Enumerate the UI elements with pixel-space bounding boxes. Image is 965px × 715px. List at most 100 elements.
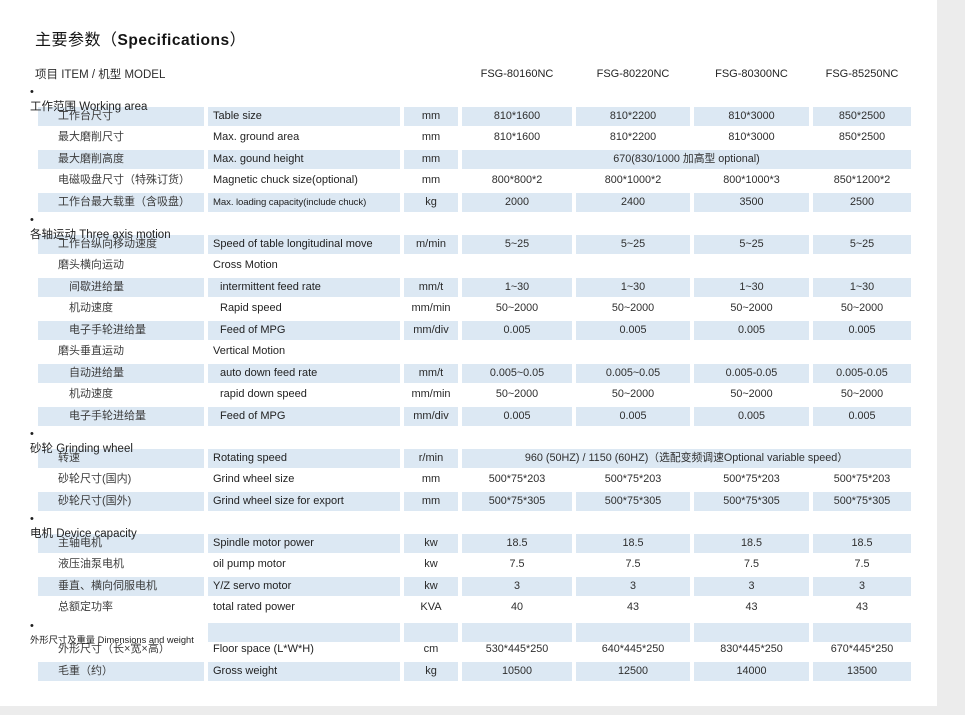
value-cell: 530*445*250 xyxy=(485,643,549,655)
en-label: Grind wheel size xyxy=(213,473,295,485)
zh-label: 工作台尺寸 xyxy=(38,106,204,126)
unit-cell: kw xyxy=(404,576,458,596)
value-cell: 0.005 xyxy=(813,320,911,340)
value-cell: 3500 xyxy=(694,192,809,212)
value-cell xyxy=(694,342,809,362)
spec-row: 机动速度 rapid down speed mm/min 50~2000 50~2000… xyxy=(38,385,918,405)
value-cell: 18.5 xyxy=(576,533,690,553)
value-cell: 500*75*305 xyxy=(462,491,572,511)
value-cell: 0.005-0.05 xyxy=(813,363,911,383)
value-cell: 3 xyxy=(576,576,690,596)
value-cell: 0.005 xyxy=(576,406,690,426)
value-cell: 800*1000*2 xyxy=(604,174,662,186)
section-title: • 各轴运动 Three axis motion xyxy=(30,214,903,242)
model-column-header: FSG-80160NC xyxy=(480,68,554,80)
value-cell: 7.5 xyxy=(854,558,870,570)
zh-label: 转速 xyxy=(38,448,204,468)
zh-label: 工作台最大载重（含吸盘） xyxy=(38,192,204,212)
spec-row: 毛重（约） Gross weight kg 10500 12500 14000 13500 xyxy=(38,661,918,681)
unit-cell: kw xyxy=(424,558,438,570)
zh-label: 磨头横向运动 xyxy=(58,259,124,271)
value-cell: 2500 xyxy=(813,192,911,212)
zh-label: 机动速度 xyxy=(69,302,113,314)
zh-label: 自动进给量 xyxy=(38,363,204,383)
en-label: total rated power xyxy=(213,601,295,613)
unit-cell: mm/min xyxy=(411,302,451,314)
zh-label: 总额定功率 xyxy=(58,601,113,613)
value-cell: 0.005 xyxy=(462,406,572,426)
spec-row: 磨头垂直运动 Vertical Motion xyxy=(38,342,918,362)
item-model-label: 项目 ITEM / 机型 MODEL xyxy=(35,69,166,81)
value-cell: 0.005 xyxy=(576,320,690,340)
unit-cell: mm/div xyxy=(404,320,458,340)
model-column-header: FSG-80220NC xyxy=(596,68,670,80)
unit-cell: kw xyxy=(404,533,458,553)
spec-row: 最大磨削高度 Max. gound height mm 670(830/1000 加高… xyxy=(38,149,918,169)
value-cell: 0.005-0.05 xyxy=(694,363,809,383)
en-label: Cross Motion xyxy=(213,259,278,271)
value-cell xyxy=(576,342,690,362)
en-label: Speed of table longitudinal move xyxy=(208,234,400,254)
spec-row: 砂轮尺寸(国外) Grind wheel size for export mm 500… xyxy=(38,491,918,511)
unit-cell: cm xyxy=(423,643,439,655)
value-cell: 810*2200 xyxy=(576,106,690,126)
value-cell xyxy=(813,256,911,276)
value-cell: 800*800*2 xyxy=(491,174,543,186)
unit-cell xyxy=(404,342,458,362)
section-title: • 砂轮 Grinding wheel xyxy=(30,428,903,456)
spec-row: 最大磨削尺寸 Max. ground area mm 810*1600 810*2200… xyxy=(38,128,918,148)
en-label: Vertical Motion xyxy=(213,345,286,357)
value-cell: 18.5 xyxy=(462,533,572,553)
value-cell xyxy=(462,256,572,276)
zh-label: 最大磨削高度 xyxy=(38,149,204,169)
section-title-zh: 外形尺寸及重量 xyxy=(30,634,96,645)
model-column-header: FSG-80300NC xyxy=(715,68,788,80)
en-label: Floor space (L*W*H) xyxy=(213,643,314,655)
value-cell: 1~30 xyxy=(813,277,911,297)
value-cell: 850*1200*2 xyxy=(833,174,891,186)
en-label: Max. gound height xyxy=(208,149,400,169)
value-cell: 10500 xyxy=(462,661,572,681)
section-title: • 工作范围 Working area xyxy=(30,86,903,114)
value-cell: 40 xyxy=(510,601,523,613)
unit-cell: KVA xyxy=(420,601,442,613)
unit-cell: mm/div xyxy=(404,406,458,426)
span-value-cell: 960 (50HZ) / 1150 (60HZ)（选配变频调速Optional … xyxy=(462,448,911,468)
value-cell: 0.005~0.05 xyxy=(462,363,572,383)
value-cell: 810*1600 xyxy=(493,131,541,143)
zh-label: 垂直、横向伺服电机 xyxy=(38,576,204,596)
value-cell: 500*75*203 xyxy=(833,473,891,485)
value-cell: 14000 xyxy=(694,661,809,681)
value-cell: 43 xyxy=(745,601,758,613)
en-label: Max. loading capacity(include chuck) xyxy=(208,192,400,212)
value-cell: 50~2000 xyxy=(611,388,655,400)
unit-cell: mm xyxy=(404,106,458,126)
bullet-icon: • xyxy=(30,513,34,525)
unit-cell: mm/t xyxy=(404,363,458,383)
value-cell: 640*445*250 xyxy=(601,643,665,655)
value-cell: 810*3000 xyxy=(728,131,775,143)
value-cell: 500*75*305 xyxy=(813,491,911,511)
unit-cell xyxy=(404,256,458,276)
value-cell: 0.005 xyxy=(694,320,809,340)
value-cell: 850*2500 xyxy=(813,106,911,126)
en-label: auto down feed rate xyxy=(208,363,400,383)
value-cell xyxy=(813,342,911,362)
value-cell: 43 xyxy=(626,601,639,613)
value-cell: 0.005 xyxy=(694,406,809,426)
unit-cell: mm xyxy=(421,174,441,186)
zh-label: 砂轮尺寸(国外) xyxy=(38,491,204,511)
value-cell: 0.005~0.05 xyxy=(576,363,690,383)
en-label: Max. ground area xyxy=(213,131,300,143)
unit-cell: mm xyxy=(404,491,458,511)
value-cell: 670*445*250 xyxy=(830,643,894,655)
en-label: Feed of MPG xyxy=(208,320,400,340)
en-label: rapid down speed xyxy=(220,388,307,400)
value-cell: 500*75*305 xyxy=(694,491,809,511)
value-cell: 500*75*305 xyxy=(576,491,690,511)
zh-label: 电磁吸盘尺寸（特殊订货） xyxy=(58,174,190,186)
en-label: intermittent feed rate xyxy=(208,277,400,297)
value-cell: 1~30 xyxy=(576,277,690,297)
section-title-zh: 工作范围 xyxy=(30,101,76,113)
en-label: Rapid speed xyxy=(220,302,282,314)
